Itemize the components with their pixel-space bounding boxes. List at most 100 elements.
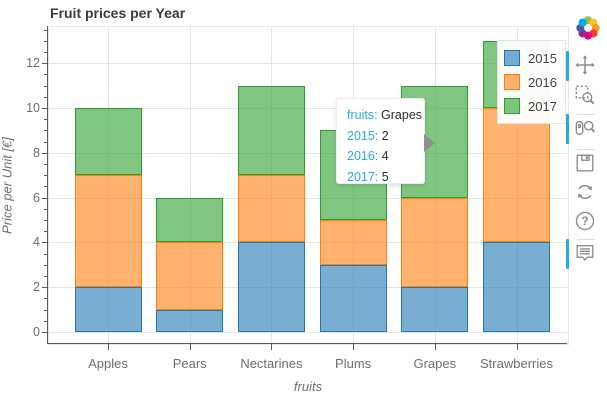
- y-gridline: [48, 152, 567, 154]
- x-axis-line: [47, 343, 567, 344]
- bar-segment-apples-2016[interactable]: [74, 175, 142, 288]
- tooltip-row: 2015: 2: [347, 126, 424, 147]
- help-icon: ?: [575, 211, 595, 231]
- y-tick-label: 8: [33, 145, 40, 160]
- x-major-tick: [353, 344, 355, 350]
- x-major-tick: [189, 344, 191, 350]
- y-major-tick: [42, 108, 48, 109]
- y-minor-tick: [44, 74, 48, 76]
- x-tick-label: Apples: [88, 356, 128, 371]
- bar-segment-nectarines-2017[interactable]: [237, 85, 305, 176]
- tooltip-row: 2016: 4: [347, 146, 424, 167]
- save-tool-button[interactable]: [574, 152, 598, 176]
- y-tick-label: 12: [26, 56, 40, 71]
- bar-segment-grapes-2015[interactable]: [401, 287, 469, 332]
- y-gridline: [48, 197, 567, 199]
- y-tick-label: 6: [33, 190, 40, 205]
- y-tick-label: 2: [33, 280, 40, 295]
- y-minor-tick: [44, 29, 48, 31]
- bar-segment-pears-2016[interactable]: [156, 242, 224, 310]
- legend-swatch-icon: [504, 50, 520, 66]
- y-tick-label: 10: [26, 101, 40, 115]
- bar-segment-apples-2015[interactable]: [74, 287, 142, 332]
- legend-item-2016: 2016: [504, 70, 559, 94]
- y-minor-tick: [44, 186, 48, 188]
- hover-icon: [576, 244, 594, 262]
- tooltip-label: 2016:: [347, 149, 382, 163]
- y-minor-tick: [44, 298, 48, 300]
- tooltip-label: 2015:: [347, 128, 382, 143]
- pan-tool-button[interactable]: [574, 54, 598, 78]
- y-major-tick: [42, 287, 48, 289]
- toolbar-separator: [577, 114, 595, 115]
- toolbar-separator: [577, 239, 595, 240]
- legend-item-2017: 2017: [504, 94, 559, 118]
- y-major-tick: [42, 152, 48, 154]
- bar-segment-pears-2015[interactable]: [156, 309, 224, 332]
- svg-text:?: ?: [581, 214, 588, 228]
- tooltip-value: 2: [381, 128, 389, 143]
- y-gridline: [48, 332, 567, 333]
- x-axis-label: fruits: [293, 379, 323, 394]
- bar-segment-strawberries-2015[interactable]: [483, 242, 550, 332]
- y-tick-label: 4: [33, 235, 40, 250]
- tooltip-value: 4: [381, 149, 389, 163]
- y-minor-tick: [44, 96, 48, 98]
- y-gridline: [48, 63, 567, 65]
- legend-swatch-icon: [504, 98, 520, 114]
- y-minor-tick: [44, 231, 48, 233]
- bar-segment-apples-2017[interactable]: [74, 108, 142, 176]
- bokeh-logo[interactable]: [575, 15, 601, 41]
- tooltip-value: 5: [381, 169, 389, 184]
- tooltip-label: fruits:: [347, 108, 382, 122]
- tooltip-row: fruits: Grapes: [347, 105, 424, 126]
- save-icon: [576, 154, 594, 172]
- y-gridline: [48, 242, 567, 244]
- bokeh-logo-icon: [576, 16, 600, 40]
- x-major-tick: [108, 344, 109, 350]
- help-tool-button[interactable]: ?: [574, 210, 598, 234]
- box-zoom-icon: [575, 85, 595, 105]
- bar-segment-nectarines-2015[interactable]: [237, 242, 305, 332]
- bar-segment-pears-2017[interactable]: [156, 197, 224, 243]
- hover-tool-button[interactable]: [574, 242, 598, 266]
- x-gridline: [189, 26, 191, 343]
- y-minor-tick: [44, 85, 48, 87]
- legend-label: 2017: [528, 98, 557, 114]
- bar-segment-nectarines-2016[interactable]: [237, 175, 305, 243]
- x-major-tick: [516, 344, 518, 350]
- bar-segment-plums-2015[interactable]: [319, 264, 387, 332]
- y-minor-tick: [44, 309, 48, 311]
- y-gridline: [48, 287, 567, 289]
- hover-tooltip: fruits: Grapes 2015: 2 2016: 4 2017: 5: [336, 98, 425, 184]
- wheel-zoom-icon: [575, 120, 596, 136]
- y-major-tick: [42, 197, 48, 199]
- y-minor-tick: [44, 264, 48, 266]
- bar-segment-strawberries-2016[interactable]: [483, 108, 550, 243]
- bar-segment-plums-2016[interactable]: [319, 220, 387, 265]
- legend-label: 2015: [528, 50, 557, 66]
- bar-segment-grapes-2016[interactable]: [401, 197, 469, 288]
- x-major-tick: [271, 344, 273, 350]
- y-minor-tick: [44, 119, 48, 121]
- plot-frame: [48, 26, 569, 345]
- y-minor-tick: [44, 175, 48, 177]
- y-gridline: [48, 108, 567, 109]
- reset-tool-button[interactable]: [574, 181, 598, 205]
- legend-item-2015: 2015: [504, 46, 559, 70]
- x-tick-label: Pears: [172, 356, 207, 371]
- box-zoom-tool-button[interactable]: [574, 84, 598, 108]
- tooltip-arrow-icon: [424, 134, 435, 152]
- y-tick-label: 0: [33, 325, 40, 339]
- y-major-tick: [42, 332, 48, 333]
- x-tick-label: Plums: [335, 356, 372, 371]
- tooltip-row: 2017: 5: [347, 167, 424, 188]
- y-minor-tick: [44, 40, 48, 42]
- y-minor-tick: [44, 130, 48, 132]
- legend: 2015 2016 2017: [497, 40, 566, 124]
- x-tick-label: Strawberries: [480, 356, 553, 371]
- y-axis-label: Price per Unit [€]: [0, 137, 15, 234]
- wheel-zoom-tool-button[interactable]: [574, 117, 598, 141]
- y-minor-tick: [44, 208, 48, 210]
